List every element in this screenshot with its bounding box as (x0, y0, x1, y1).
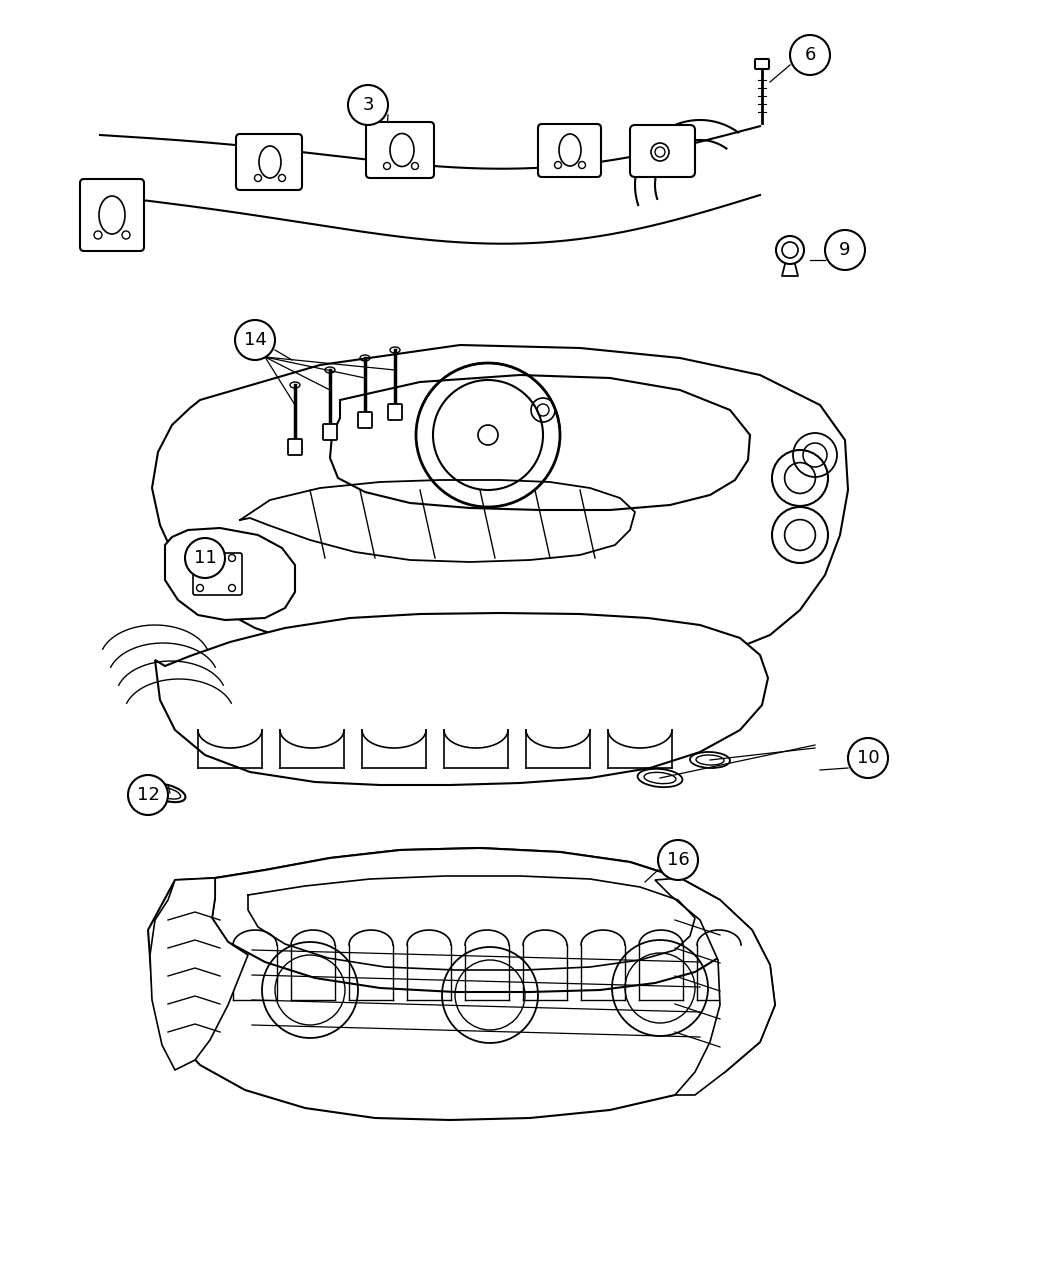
Polygon shape (152, 346, 848, 672)
Polygon shape (330, 375, 750, 510)
Polygon shape (155, 613, 768, 785)
FancyBboxPatch shape (630, 125, 695, 177)
Text: 11: 11 (193, 550, 216, 567)
Polygon shape (212, 848, 735, 992)
Circle shape (658, 840, 698, 880)
Circle shape (790, 34, 830, 75)
Circle shape (848, 738, 888, 778)
Polygon shape (165, 528, 295, 620)
Circle shape (185, 538, 225, 578)
Circle shape (235, 320, 275, 360)
FancyBboxPatch shape (366, 122, 434, 179)
Text: 6: 6 (804, 46, 816, 64)
FancyBboxPatch shape (538, 124, 601, 177)
Circle shape (348, 85, 388, 125)
Text: 16: 16 (667, 850, 690, 870)
FancyBboxPatch shape (388, 404, 402, 419)
Text: 14: 14 (244, 332, 267, 349)
FancyBboxPatch shape (358, 412, 372, 428)
Circle shape (128, 775, 168, 815)
FancyBboxPatch shape (288, 439, 302, 455)
FancyBboxPatch shape (236, 134, 302, 190)
FancyBboxPatch shape (80, 179, 144, 251)
Text: 12: 12 (136, 785, 160, 805)
FancyBboxPatch shape (193, 553, 242, 595)
Polygon shape (150, 878, 248, 1070)
FancyBboxPatch shape (755, 59, 769, 69)
Circle shape (825, 230, 865, 270)
Polygon shape (148, 848, 775, 1119)
Text: 10: 10 (857, 748, 879, 768)
FancyBboxPatch shape (323, 425, 337, 440)
Polygon shape (655, 878, 775, 1095)
Text: 9: 9 (839, 241, 850, 259)
Text: 3: 3 (362, 96, 374, 113)
